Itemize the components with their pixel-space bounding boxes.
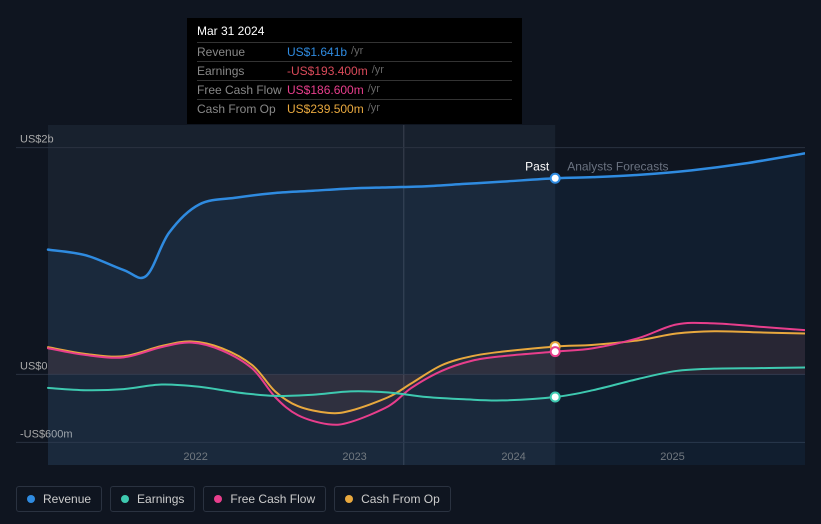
legend-item-cash-from-op[interactable]: Cash From Op <box>334 486 451 512</box>
tooltip-row: RevenueUS$1.641b/yr <box>197 42 512 61</box>
tooltip-date: Mar 31 2024 <box>197 24 512 42</box>
tooltip-label: Revenue <box>197 45 287 59</box>
tooltip-value: -US$193.400m <box>287 64 368 78</box>
legend-item-free-cash-flow[interactable]: Free Cash Flow <box>203 486 326 512</box>
legend-dot <box>27 495 35 503</box>
legend-dot <box>121 495 129 503</box>
legend-item-revenue[interactable]: Revenue <box>16 486 102 512</box>
chart-legend: Revenue Earnings Free Cash Flow Cash From O… <box>16 486 451 512</box>
legend-label: Cash From Op <box>361 492 440 506</box>
tooltip-label: Free Cash Flow <box>197 83 287 97</box>
tooltip-suffix: /yr <box>368 102 380 116</box>
tooltip-value: US$239.500m <box>287 102 364 116</box>
legend-dot <box>214 495 222 503</box>
tooltip-suffix: /yr <box>351 45 363 59</box>
chart-svg: US$2bUS$0-US$600m2022202320242025PastAna… <box>16 125 805 465</box>
tooltip-label: Cash From Op <box>197 102 287 116</box>
svg-text:Past: Past <box>525 159 550 173</box>
tooltip-suffix: /yr <box>372 64 384 78</box>
chart-tooltip: Mar 31 2024 RevenueUS$1.641b/yrEarnings-… <box>187 18 522 124</box>
financials-chart[interactable]: US$2bUS$0-US$600m2022202320242025PastAna… <box>16 125 805 465</box>
legend-label: Free Cash Flow <box>230 492 315 506</box>
tooltip-row: Free Cash FlowUS$186.600m/yr <box>197 80 512 99</box>
tooltip-value: US$1.641b <box>287 45 347 59</box>
svg-text:US$2b: US$2b <box>20 134 54 146</box>
tooltip-value: US$186.600m <box>287 83 364 97</box>
legend-label: Revenue <box>43 492 91 506</box>
svg-text:Analysts Forecasts: Analysts Forecasts <box>567 159 668 173</box>
tooltip-row: Earnings-US$193.400m/yr <box>197 61 512 80</box>
tooltip-row: Cash From OpUS$239.500m/yr <box>197 99 512 118</box>
legend-item-earnings[interactable]: Earnings <box>110 486 195 512</box>
legend-label: Earnings <box>137 492 184 506</box>
svg-text:US$0: US$0 <box>20 360 48 372</box>
tooltip-suffix: /yr <box>368 83 380 97</box>
tooltip-label: Earnings <box>197 64 287 78</box>
legend-dot <box>345 495 353 503</box>
